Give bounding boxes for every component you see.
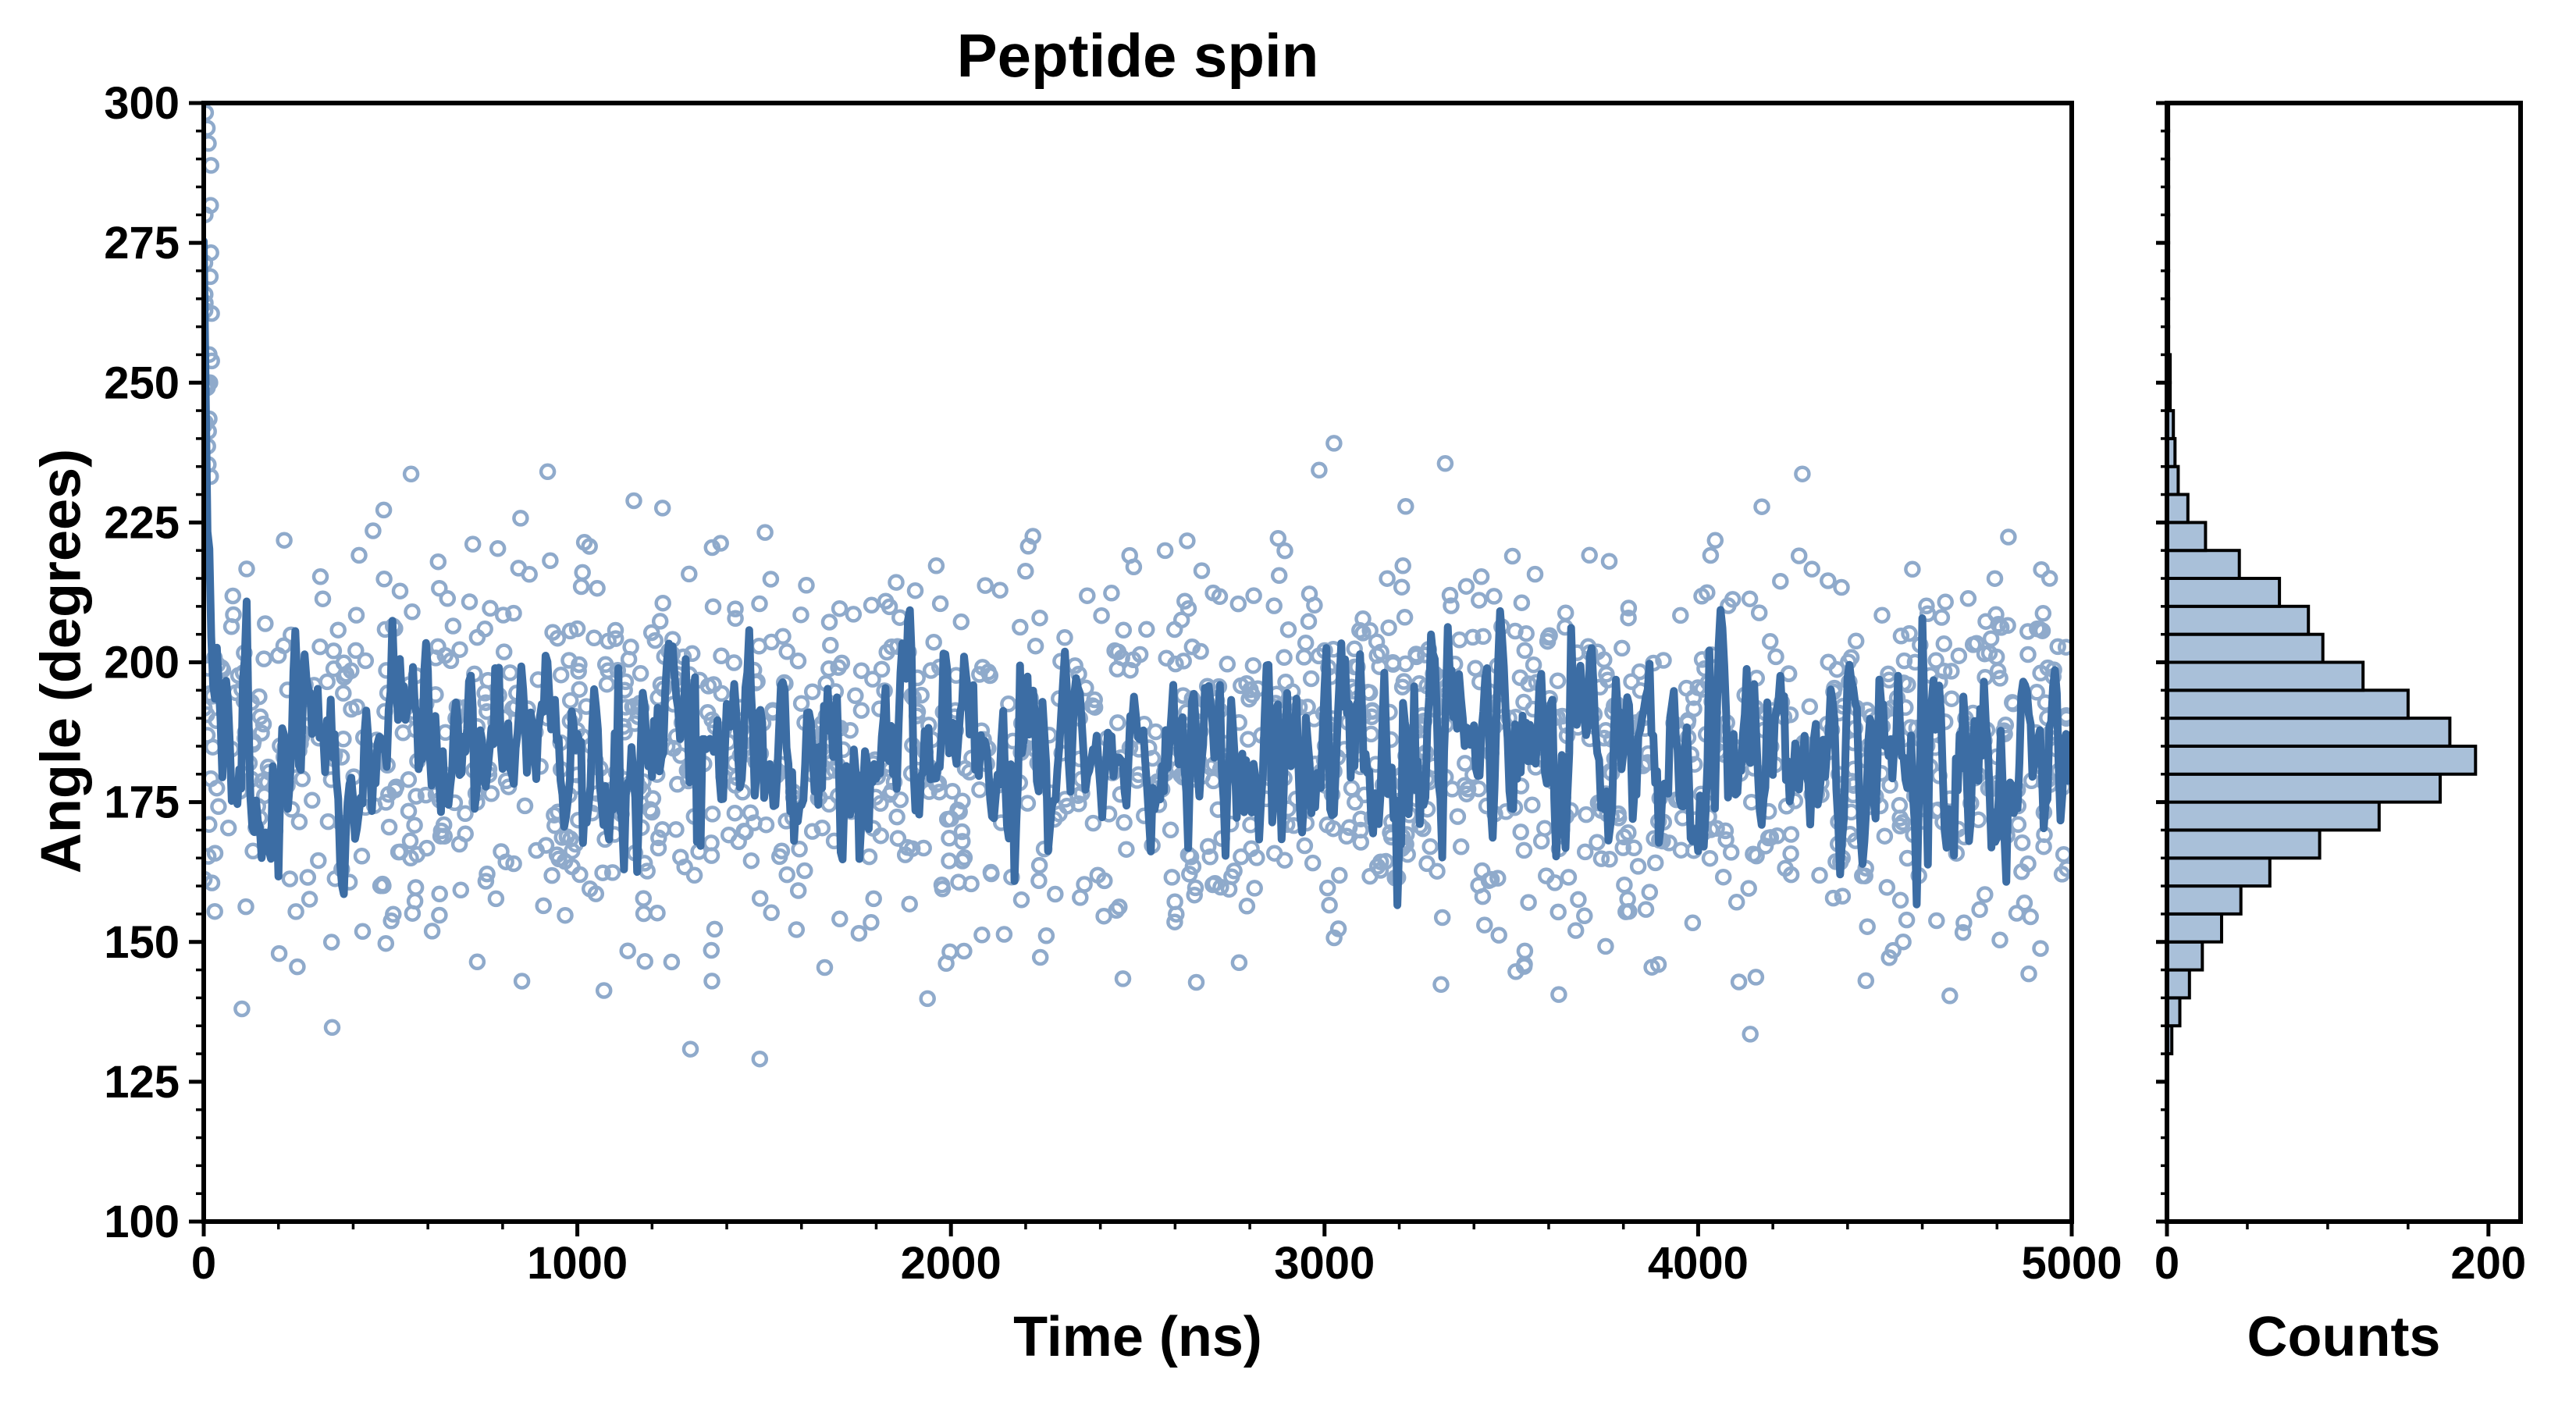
y-tick-label: 200 [104,638,180,688]
y-tick-label: 225 [104,497,180,548]
hist-x-axis-label: Counts [2247,1306,2441,1368]
ticks [189,101,2491,1236]
scatter-points [204,104,2072,1068]
tick-labels: 0 1000 2000 3000 4000 50001001251501752002252… [104,78,2526,1289]
y-tick-label: 175 [104,777,180,828]
x-tick-label: 2000 [901,1238,1002,1289]
y-tick-label: 300 [104,78,180,129]
y-tick-label: 125 [104,1057,180,1108]
histogram-bars [2165,101,2478,1055]
y-tick-label: 150 [104,917,180,968]
x-tick-label: 3000 [1274,1238,1375,1289]
x-tick-label: 4000 [1648,1238,1749,1289]
x-tick-label: 1000 [527,1238,628,1289]
y-tick-label: 250 [104,357,180,408]
hist-x-tick-label: 0 [2154,1238,2179,1289]
x-tick-label: 0 [191,1238,216,1289]
x-tick-label: 5000 [2021,1238,2122,1289]
hist-x-tick-label: 200 [2450,1238,2526,1289]
y-tick-label: 275 [104,218,180,269]
chart-title: Peptide spin [956,21,1319,90]
y-tick-label: 100 [104,1197,180,1247]
x-axis-label: Time (ns) [1013,1306,1262,1368]
running-average-line [204,237,2072,909]
y-axis-label: Angle (degrees) [30,448,93,874]
